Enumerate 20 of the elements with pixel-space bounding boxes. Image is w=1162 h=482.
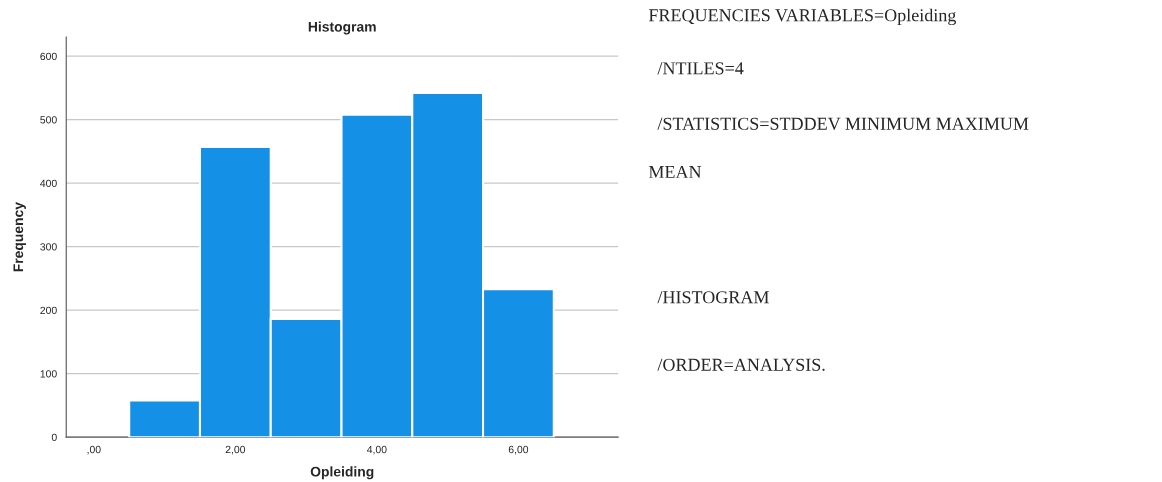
- y-tick-label: 300: [40, 243, 57, 251]
- chart-title: Histogram: [308, 21, 376, 35]
- text: /HISTOGRAM: [657, 291, 769, 304]
- x-tick-label: 4,00: [366, 445, 387, 455]
- text: /NTILES=4: [657, 62, 744, 75]
- text: MEAN: [648, 165, 702, 178]
- x-tick-label: 6,00: [508, 445, 529, 455]
- y-tick-label: 400: [40, 179, 57, 188]
- text: FREQUENCIES VARIABLES=Opleiding: [648, 8, 957, 26]
- y-tick-label: 500: [40, 116, 57, 124]
- text: /STATISTICS=STDDEV MINIMUM MAXIMUM: [657, 117, 1029, 130]
- x-axis-title: Opleiding: [310, 466, 374, 480]
- y-tick-label: 100: [40, 370, 57, 378]
- text: /ORDER=ANALYSIS.: [657, 358, 825, 371]
- y-tick-label: 200: [40, 306, 57, 315]
- y-axis-title: Frequency: [13, 202, 26, 272]
- x-tick-label: ,00: [87, 445, 101, 455]
- y-tick-label: 600: [40, 52, 57, 61]
- y-tick-label: 0: [51, 433, 57, 442]
- x-tick-label: 2,00: [225, 445, 246, 455]
